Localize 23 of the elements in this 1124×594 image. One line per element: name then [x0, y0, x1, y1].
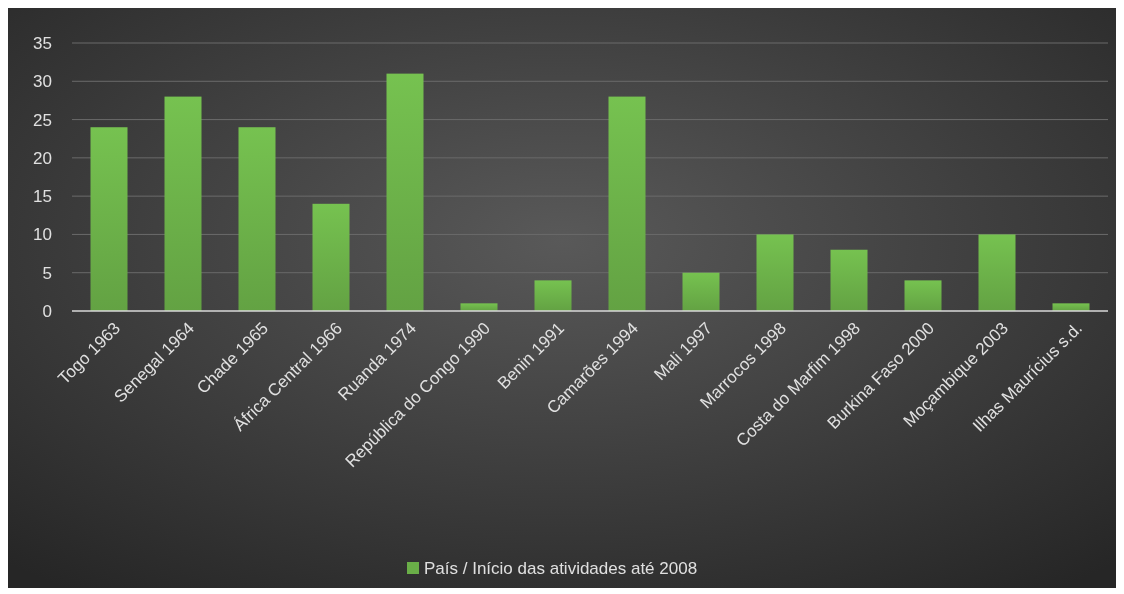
bar [830, 249, 868, 311]
y-tick-label: 15 [33, 187, 52, 207]
bar [386, 73, 424, 311]
y-tick-label: 25 [33, 110, 52, 130]
bar [90, 127, 128, 311]
y-tick-label: 10 [33, 225, 52, 245]
bar [164, 96, 202, 311]
y-tick-label: 35 [33, 33, 52, 53]
y-tick-label: 5 [42, 263, 52, 283]
bar [978, 234, 1016, 311]
bar [608, 96, 646, 311]
y-tick-label: 20 [33, 148, 52, 168]
bar [756, 234, 794, 311]
legend-label: País / Início das atividades até 2008 [424, 558, 698, 578]
bar [904, 280, 942, 311]
bar [238, 127, 276, 311]
y-tick-label: 0 [42, 301, 52, 321]
bar [1052, 303, 1090, 311]
bar [534, 280, 572, 311]
y-tick-label: 30 [33, 72, 52, 92]
bar [460, 303, 498, 311]
bar [682, 272, 720, 311]
bar [312, 203, 350, 311]
